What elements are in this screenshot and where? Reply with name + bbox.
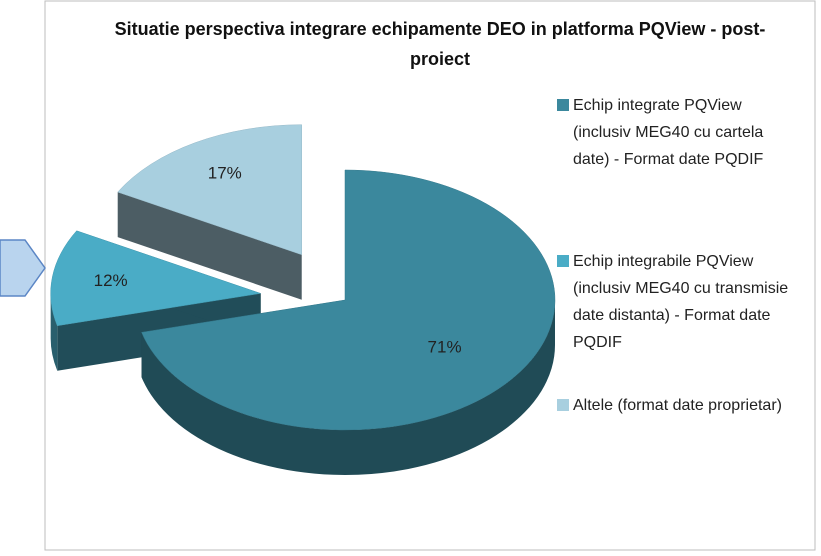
legend-swatch — [557, 255, 569, 267]
arrow-shape — [0, 239, 46, 297]
legend-swatch — [557, 399, 569, 411]
chart-title: Situatie perspectiva integrare echipamen… — [114, 19, 766, 69]
legend-swatch — [557, 99, 569, 111]
legend-item: Echip integrabile PQView (inclusiv MEG40… — [557, 248, 797, 356]
legend-label: Echip integrabile PQView (inclusiv MEG40… — [573, 253, 789, 351]
legend-item: Altele (format date proprietar) — [557, 392, 797, 419]
slice-rim — [141, 300, 555, 476]
data-label: 12% — [94, 271, 128, 290]
slice — [50, 230, 261, 327]
slice — [141, 169, 556, 431]
data-label: 17% — [208, 164, 242, 183]
data-label: 71% — [428, 337, 462, 356]
slice-side — [117, 192, 302, 300]
legend-label: Altele (format date proprietar) — [573, 397, 782, 414]
slice-rim — [50, 293, 58, 371]
legend-label: Echip integrate PQView (inclusiv MEG40 c… — [573, 97, 764, 168]
legend-item: Echip integrate PQView (inclusiv MEG40 c… — [557, 92, 797, 173]
slice — [117, 124, 302, 256]
